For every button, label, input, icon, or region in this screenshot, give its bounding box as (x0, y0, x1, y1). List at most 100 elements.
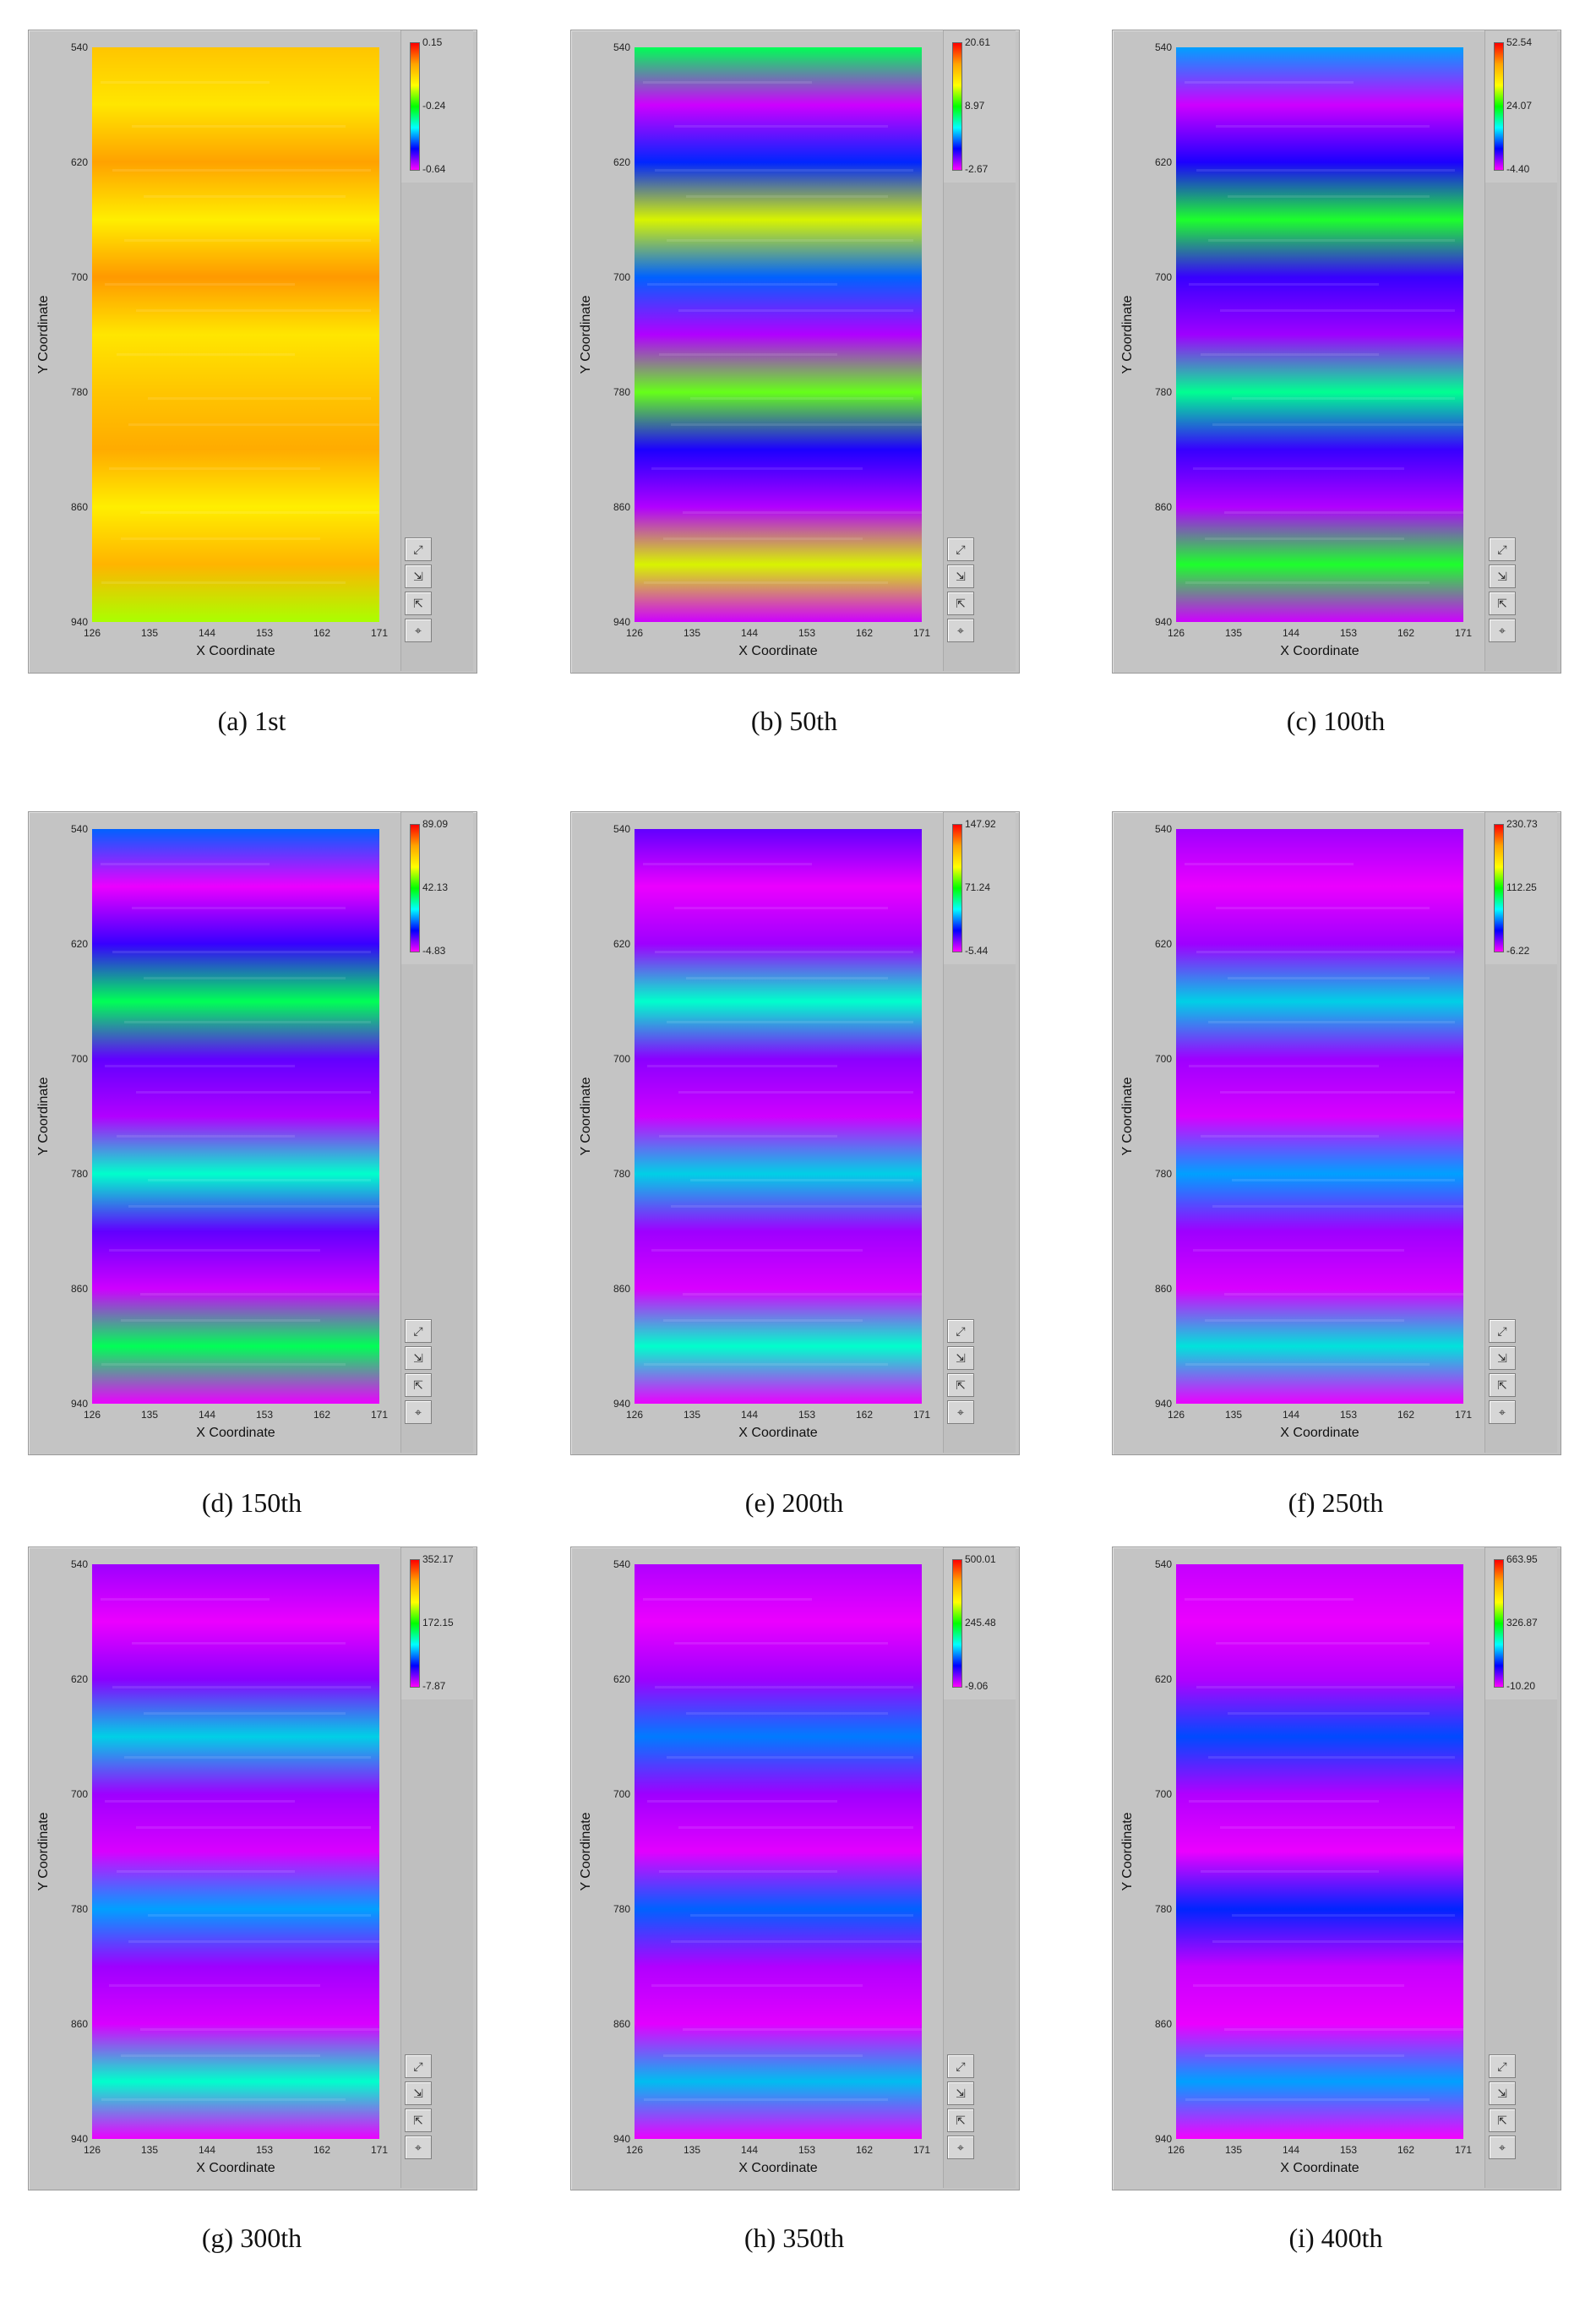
y-tick-label: 780 (1154, 1903, 1172, 1915)
streak-mark (121, 1319, 320, 1322)
zoom-tool-button[interactable]: ⤢ (1489, 2054, 1516, 2078)
streak-mark (1212, 1205, 1463, 1208)
y-tick-label: 700 (1154, 1788, 1172, 1800)
zoom-tool-button[interactable]: ⇱ (1489, 592, 1516, 615)
x-tick-label: 126 (83, 1409, 101, 1421)
streak-mark (683, 511, 922, 514)
zoom-tool-button[interactable]: ⇱ (1489, 2109, 1516, 2132)
figure-caption: (d) 150th (201, 1487, 302, 1518)
streak-mark (667, 1756, 913, 1759)
x-tick-label: 171 (370, 1409, 389, 1421)
x-tick-label: 135 (140, 1409, 159, 1421)
x-tick-label: 144 (740, 2144, 759, 2156)
zoom-tool-button[interactable]: ⇲ (405, 565, 432, 588)
streak-mark (136, 1826, 371, 1829)
color-scale-label: 352.17 (422, 1553, 454, 1565)
color-scale-label: -6.22 (1506, 945, 1530, 957)
zoom-tool-button[interactable]: ⤢ (1489, 537, 1516, 561)
zoom-tool-button[interactable]: ⇱ (947, 2109, 974, 2132)
y-tick-label: 540 (613, 1558, 630, 1570)
zoom-tool-button[interactable]: ⌖ (947, 1400, 974, 1424)
zoom-tool-button[interactable]: ⇲ (947, 565, 974, 588)
y-tick-label: 540 (70, 1558, 88, 1570)
x-tick-label: 153 (1339, 1409, 1358, 1421)
x-tick-label: 171 (1454, 627, 1473, 639)
streak-mark (1212, 423, 1463, 426)
zoom-tool-button[interactable]: ⌖ (405, 1400, 432, 1424)
streak-mark (643, 81, 812, 84)
zoom-tool-button[interactable]: ⇱ (405, 1373, 432, 1397)
y-tick-label: 860 (613, 501, 630, 513)
zoom-tool-button[interactable]: ⇱ (1489, 1373, 1516, 1397)
x-tick-label: 144 (1282, 1409, 1300, 1421)
color-scale: 147.92 71.24 -5.44 (943, 812, 1016, 965)
zoom-tool-button[interactable]: ⤢ (405, 537, 432, 561)
zoom-tool-button[interactable]: ⌖ (947, 2136, 974, 2159)
x-tick-label: 135 (140, 627, 159, 639)
zoom-tool-button[interactable]: ⇱ (947, 1373, 974, 1397)
zoom-tool-button[interactable]: ⇲ (947, 1346, 974, 1370)
graph-tools: ⤢ ⇲ ⇱ ⌖ (1489, 1319, 1522, 1427)
y-tick-label: 620 (613, 156, 630, 168)
x-tick-label: 162 (855, 1409, 874, 1421)
side-strip (400, 183, 473, 671)
y-tick-label: 620 (613, 938, 630, 950)
zoom-tool-button[interactable]: ⇲ (947, 2081, 974, 2105)
zoom-tool-button[interactable]: ⇲ (1489, 2081, 1516, 2105)
streak-mark (1201, 1135, 1379, 1137)
zoom-tool-button[interactable]: ⤢ (405, 2054, 432, 2078)
zoom-tool-button[interactable]: ⇲ (1489, 565, 1516, 588)
color-scale-label: -4.40 (1506, 163, 1530, 175)
zoom-tool-button[interactable]: ⤢ (1489, 1319, 1516, 1343)
x-tick-label: 135 (1224, 627, 1243, 639)
heatmap-svg (92, 47, 379, 622)
figure-caption: (b) 50th (750, 706, 838, 736)
streak-mark (148, 397, 371, 400)
streak-mark (647, 1800, 837, 1803)
streak-mark (1193, 1984, 1404, 1987)
side-strip (400, 1699, 473, 2188)
heatmap-plot (92, 1564, 379, 2139)
x-tick-label: 126 (1167, 2144, 1185, 2156)
graph-tools: ⤢ ⇲ ⇱ ⌖ (405, 1319, 438, 1427)
streak-mark (686, 977, 888, 979)
zoom-tool-button[interactable]: ⤢ (947, 537, 974, 561)
zoom-tool-button[interactable]: ⌖ (405, 2136, 432, 2159)
zoom-tool-button[interactable]: ⌖ (947, 619, 974, 642)
zoom-tool-button[interactable]: ⇱ (405, 592, 432, 615)
streak-mark (674, 907, 888, 909)
figure-caption: (h) 350th (744, 2223, 845, 2253)
zoom-tool-button[interactable]: ⌖ (1489, 619, 1516, 642)
zoom-tool-button[interactable]: ⇱ (405, 2109, 432, 2132)
color-scale: 500.01 245.48 -9.06 (943, 1547, 1016, 1700)
zoom-tool-button[interactable]: ⌖ (1489, 1400, 1516, 1424)
streak-mark (1220, 1091, 1455, 1094)
zoom-tool-button[interactable]: ⤢ (947, 2054, 974, 2078)
zoom-tool-button[interactable]: ⇲ (1489, 1346, 1516, 1370)
y-tick-label: 780 (1154, 386, 1172, 398)
streak-mark (144, 195, 346, 198)
x-tick-label: 153 (255, 1409, 274, 1421)
streak-mark (1224, 1293, 1463, 1296)
y-tick-label: 700 (70, 271, 88, 283)
heatmap-plot (1176, 47, 1463, 622)
y-tick-label: 860 (70, 1283, 88, 1295)
zoom-tool-button[interactable]: ⤢ (947, 1319, 974, 1343)
x-tick-label: 135 (140, 2144, 159, 2156)
y-tick-label: 780 (70, 1903, 88, 1915)
zoom-tool-button[interactable]: ⌖ (1489, 2136, 1516, 2159)
x-tick-label: 153 (255, 2144, 274, 2156)
y-tick-label: 620 (1154, 1673, 1172, 1685)
streak-mark (117, 1135, 295, 1137)
streak-mark (1193, 1249, 1404, 1252)
zoom-tool-button[interactable]: ⇲ (405, 1346, 432, 1370)
x-tick-label: 171 (370, 627, 389, 639)
y-tick-label: 780 (1154, 1168, 1172, 1180)
zoom-tool-button[interactable]: ⇱ (947, 592, 974, 615)
y-tick-label: 940 (613, 616, 630, 628)
x-axis-title: X Coordinate (196, 644, 275, 658)
zoom-tool-button[interactable]: ⤢ (405, 1319, 432, 1343)
zoom-tool-button[interactable]: ⇲ (405, 2081, 432, 2105)
streak-mark (101, 863, 270, 865)
zoom-tool-button[interactable]: ⌖ (405, 619, 432, 642)
